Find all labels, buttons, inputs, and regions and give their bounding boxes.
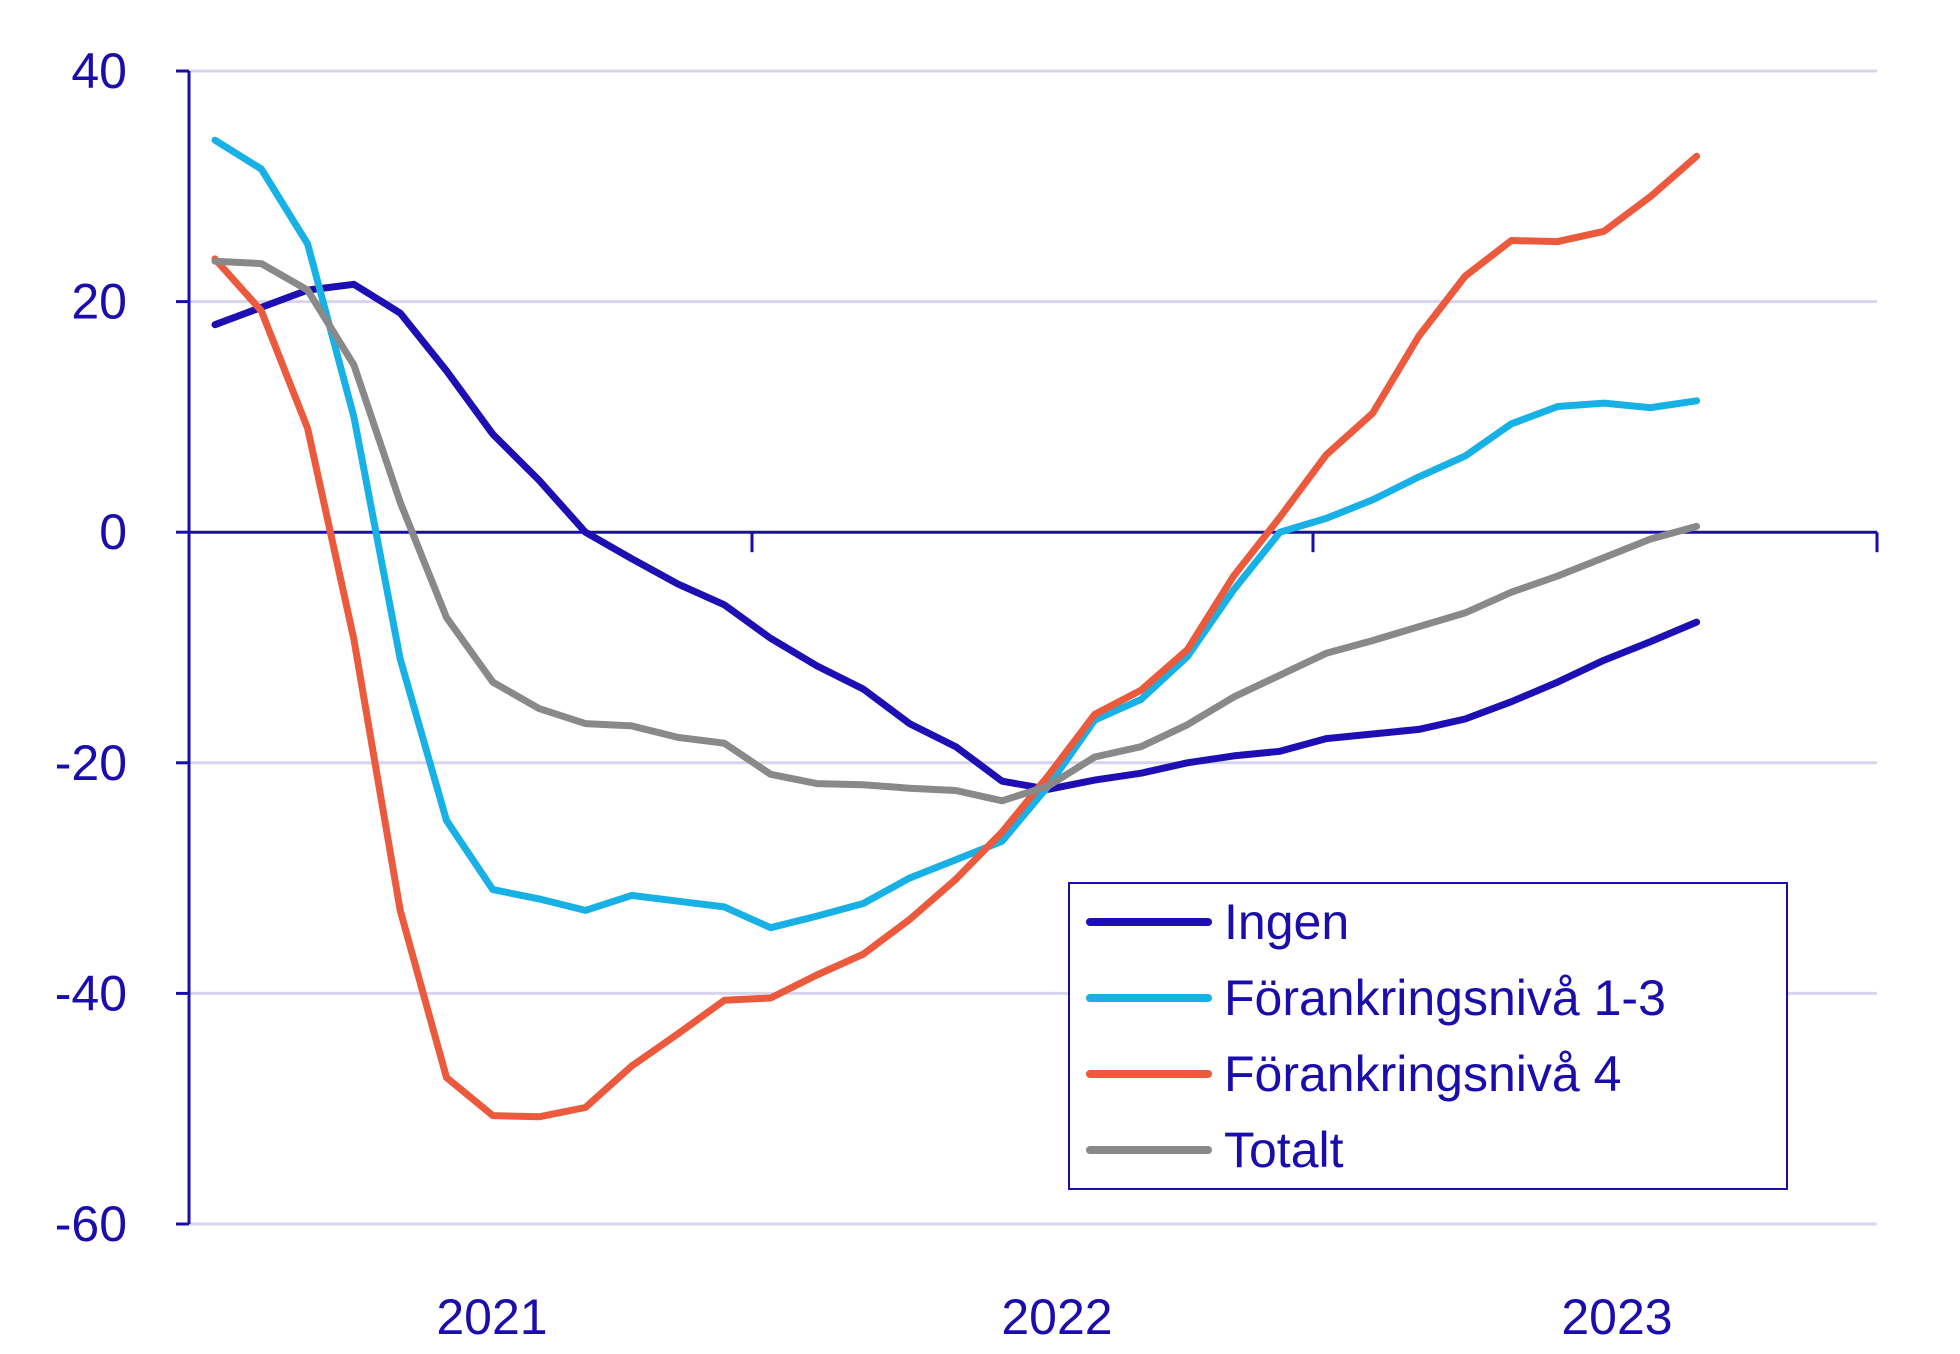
x-tick-label: 2022 [1001,1289,1112,1345]
axes [176,69,1879,1226]
y-tick-label: -60 [55,1196,127,1252]
y-tick-label: 20 [71,274,127,330]
legend-label: Totalt [1224,1122,1344,1178]
series-line-3 [211,152,1701,1121]
x-tick-label: 2023 [1561,1289,1672,1345]
y-tick-label: -20 [55,735,127,791]
legend: Ingen Förankringsnivå 1-3 Förankringsnivå … [1068,882,1788,1190]
y-tick-label: 0 [99,504,127,560]
y-tick-label: -40 [55,965,127,1021]
series-lines [211,136,1701,1121]
legend-label: Förankringsnivå 4 [1224,1046,1621,1102]
series-line-1 [211,280,1701,793]
legend-label: Ingen [1224,894,1349,950]
series-line-4 [211,257,1701,805]
x-axis-tick-labels: 2021 2022 2023 [436,1289,1672,1345]
y-axis-tick-labels: 40 20 0 -20 -40 -60 [55,43,127,1252]
series-line-2 [211,136,1701,932]
legend-box [1068,882,1788,1190]
y-tick-label: 40 [71,43,127,99]
x-tick-label: 2021 [436,1289,547,1345]
legend-label: Förankringsnivå 1-3 [1224,970,1666,1026]
